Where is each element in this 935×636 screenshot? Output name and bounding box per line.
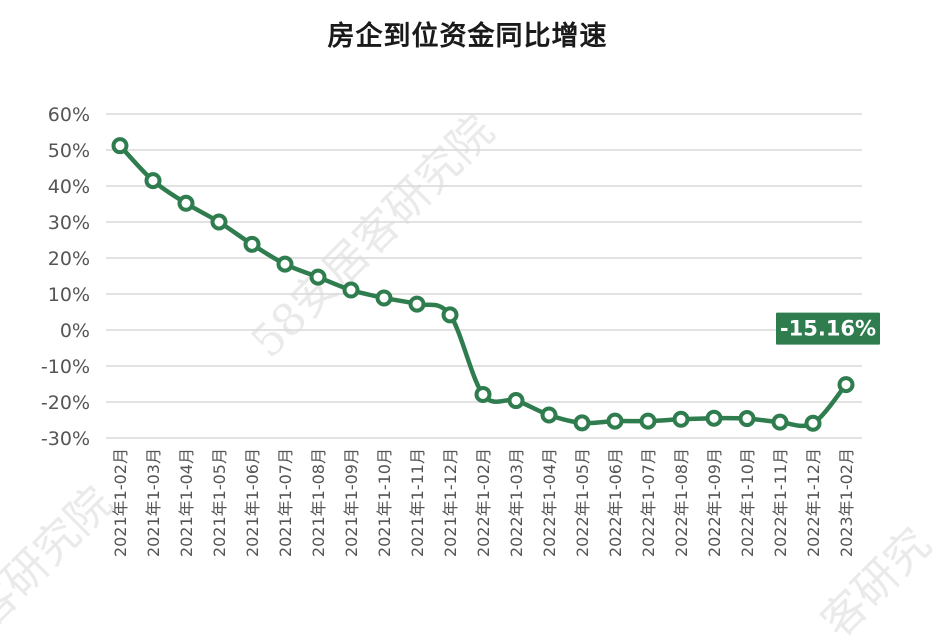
x-tick-label: 2022年1-11月 (771, 448, 790, 557)
data-point (573, 414, 591, 432)
data-point (210, 213, 228, 231)
data-point (606, 412, 624, 430)
x-tick-label: 2022年1-02月 (474, 448, 493, 557)
x-tick-label: 2023年1-02月 (837, 448, 856, 557)
last-value-callout: -15.16% (776, 312, 880, 345)
data-point (408, 295, 426, 313)
data-point (639, 412, 657, 430)
x-tick-label: 2021年1-11月 (408, 448, 427, 557)
x-tick-label: 2021年1-06月 (243, 448, 262, 557)
x-tick-label: 2022年1-08月 (672, 448, 691, 557)
x-tick-label: 2021年1-07月 (276, 448, 295, 557)
series-line (117, 143, 849, 429)
data-point (771, 413, 789, 431)
y-tick-label: -30% (41, 428, 90, 450)
y-tick-label: 0% (60, 320, 90, 342)
watermark-center: 58安居客研究院 (242, 105, 504, 367)
data-point (243, 235, 261, 253)
x-tick-label: 2022年1-03月 (507, 448, 526, 557)
data-point (342, 281, 360, 299)
x-tick-label: 2021年1-10月 (375, 448, 394, 557)
y-tick-label: -20% (41, 392, 90, 414)
data-point (705, 409, 723, 427)
data-point (540, 406, 558, 424)
x-tick-label: 2021年1-05月 (210, 448, 229, 557)
data-point (276, 255, 294, 273)
data-point (144, 172, 162, 190)
watermark-left: 客研究院 (0, 477, 122, 636)
data-point (507, 392, 525, 410)
y-tick-label: 40% (48, 176, 90, 198)
x-tick-label: 2021年1-02月 (111, 448, 130, 557)
x-tick-label: 2021年1-09月 (342, 448, 361, 557)
data-point (441, 306, 459, 324)
data-point (375, 289, 393, 307)
y-tick-label: 60% (48, 104, 90, 126)
x-tick-label: 2022年1-09月 (705, 448, 724, 557)
x-tick-label: 2022年1-06月 (606, 448, 625, 557)
data-point (804, 414, 822, 432)
data-points (111, 137, 855, 432)
data-point (474, 385, 492, 403)
y-tick-label: -10% (41, 356, 90, 378)
data-point (837, 376, 855, 394)
x-tick-label: 2022年1-05月 (573, 448, 592, 557)
x-tick-label: 2022年1-10月 (738, 448, 757, 557)
watermark-layer: 58安居客研究院 客研究院 客研究 (0, 105, 935, 636)
x-tick-label: 2021年1-03月 (144, 448, 163, 557)
data-point (672, 410, 690, 428)
x-tick-label: 2022年1-12月 (804, 448, 823, 557)
y-tick-label: 50% (48, 140, 90, 162)
y-axis-ticks: 60% 50% 40% 30% 20% 10% 0% -10% -20% -30% (41, 104, 90, 450)
x-axis-ticks: 2021年1-02月 2021年1-03月 2021年1-04月 2021年1-05月… (111, 448, 856, 557)
callout-label: -15.16% (780, 317, 876, 341)
data-point (177, 194, 195, 212)
y-tick-label: 20% (48, 248, 90, 270)
callout-background (776, 312, 880, 345)
chart-title: 房企到位资金同比增速 (327, 21, 608, 52)
x-tick-label: 2021年1-12月 (441, 448, 460, 557)
y-tick-label: 10% (48, 284, 90, 306)
y-tick-label: 30% (48, 212, 90, 234)
x-tick-label: 2021年1-08月 (309, 448, 328, 557)
x-tick-label: 2022年1-07月 (639, 448, 658, 557)
data-point (309, 268, 327, 286)
x-tick-label: 2021年1-04月 (177, 448, 196, 557)
data-point (738, 410, 756, 428)
watermark-right: 客研究 (812, 518, 935, 636)
data-point (111, 137, 129, 155)
x-tick-label: 2022年1-04月 (540, 448, 559, 557)
